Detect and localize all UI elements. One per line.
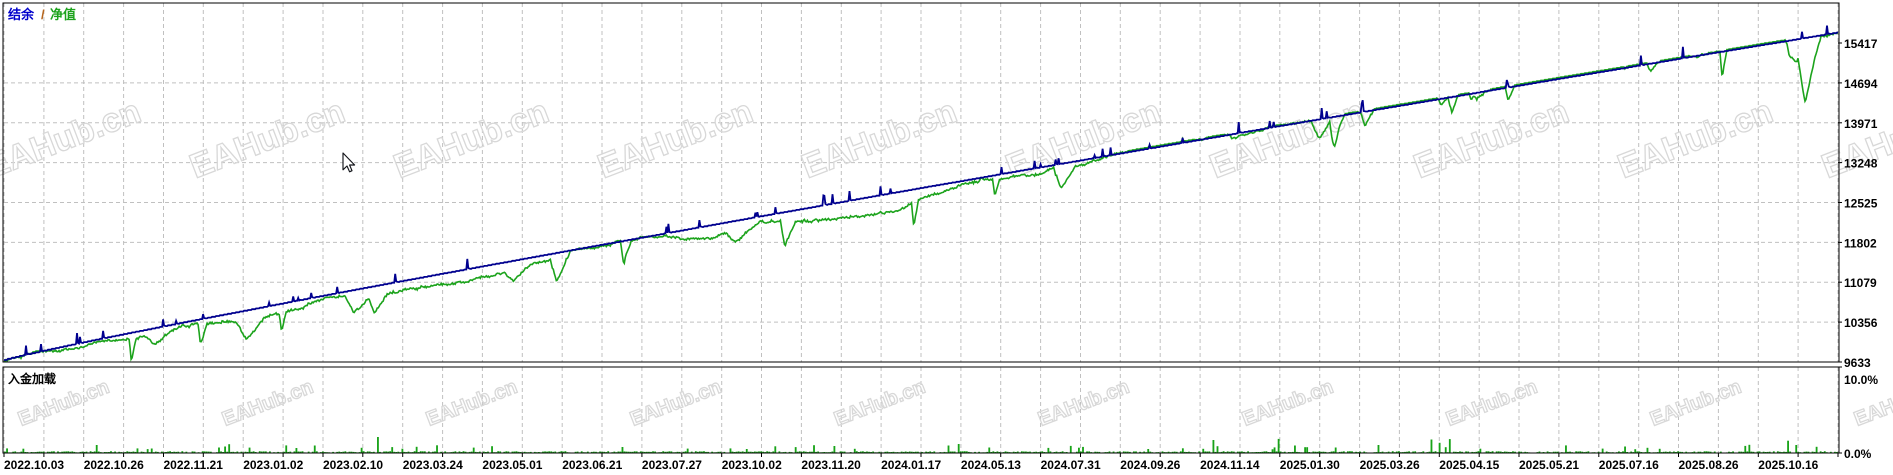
svg-text:2023.11.20: 2023.11.20	[801, 458, 861, 472]
svg-text:2025.10.16: 2025.10.16	[1758, 458, 1818, 472]
svg-text:9633: 9633	[1844, 356, 1871, 370]
svg-text:13248: 13248	[1844, 157, 1878, 171]
svg-text:2024.09.26: 2024.09.26	[1120, 458, 1180, 472]
svg-text:10.0%: 10.0%	[1844, 373, 1878, 387]
svg-text:2025.07.16: 2025.07.16	[1599, 458, 1659, 472]
svg-text:2024.11.14: 2024.11.14	[1200, 458, 1260, 472]
svg-text:净值: 净值	[50, 7, 76, 22]
svg-text:2023.10.02: 2023.10.02	[722, 458, 782, 472]
svg-text:2025.04.15: 2025.04.15	[1439, 458, 1499, 472]
svg-text:14694: 14694	[1844, 77, 1878, 91]
svg-text:2024.01.17: 2024.01.17	[881, 458, 941, 472]
svg-text:2025.01.30: 2025.01.30	[1280, 458, 1340, 472]
svg-text:13971: 13971	[1844, 117, 1878, 131]
svg-text:2025.08.26: 2025.08.26	[1679, 458, 1739, 472]
svg-text:2023.01.02: 2023.01.02	[243, 458, 303, 472]
svg-text:2024.07.31: 2024.07.31	[1041, 458, 1101, 472]
svg-text:2025.05.21: 2025.05.21	[1519, 458, 1579, 472]
svg-text:12525: 12525	[1844, 197, 1878, 211]
svg-text:2023.03.24: 2023.03.24	[403, 458, 463, 472]
svg-text:结余: 结余	[8, 7, 35, 22]
svg-text:2024.05.13: 2024.05.13	[961, 458, 1021, 472]
svg-text:2022.11.21: 2022.11.21	[164, 458, 224, 472]
svg-text:/: /	[41, 7, 45, 22]
svg-text:15417: 15417	[1844, 37, 1878, 51]
svg-text:2023.05.01: 2023.05.01	[482, 458, 542, 472]
svg-text:入金加载: 入金加载	[8, 371, 56, 386]
svg-text:11079: 11079	[1844, 276, 1877, 290]
svg-text:10356: 10356	[1844, 316, 1878, 330]
svg-text:11802: 11802	[1844, 236, 1877, 250]
svg-text:2023.02.10: 2023.02.10	[323, 458, 383, 472]
svg-text:0.0%: 0.0%	[1844, 447, 1872, 461]
svg-text:2022.10.03: 2022.10.03	[4, 458, 64, 472]
svg-text:2023.07.27: 2023.07.27	[642, 458, 702, 472]
svg-text:2022.10.26: 2022.10.26	[84, 458, 144, 472]
svg-text:2025.03.26: 2025.03.26	[1360, 458, 1420, 472]
svg-text:2023.06.21: 2023.06.21	[562, 458, 622, 472]
